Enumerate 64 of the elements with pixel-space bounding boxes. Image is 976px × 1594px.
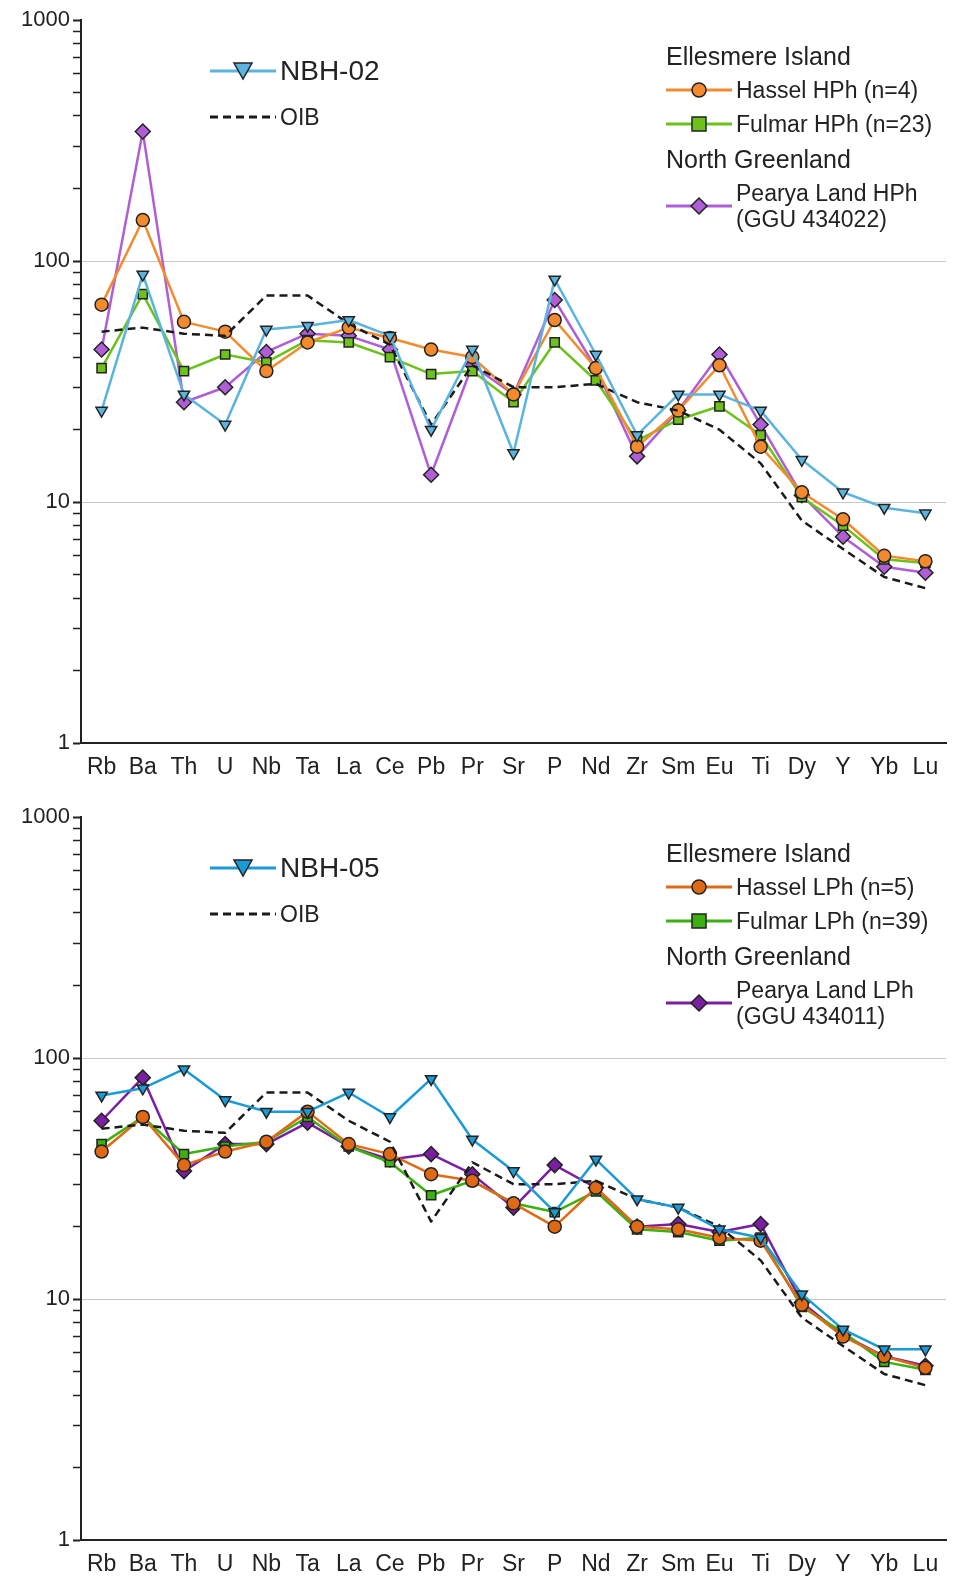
- x-tick-label: P: [547, 1549, 563, 1576]
- x-tick-label: La: [335, 752, 362, 779]
- x-tick-label: Ba: [128, 1549, 158, 1576]
- legend-label: OIB: [280, 901, 320, 927]
- x-tick-label: Pr: [460, 1549, 485, 1576]
- x-tick-label: Yb: [870, 1549, 899, 1576]
- legend-label: Pearya Land LPh (GGU 434011): [736, 977, 915, 1029]
- legend-label: Fulmar LPh (n=39): [736, 908, 929, 934]
- x-tick-label: Ba: [128, 752, 158, 779]
- x-tick-label: P: [547, 752, 563, 779]
- annotation: North Greenland: [666, 942, 852, 971]
- x-tick-label: Lu: [912, 752, 939, 779]
- x-tick-label: Ta: [295, 752, 320, 779]
- y-tick-label: 1000: [21, 6, 70, 32]
- x-tick-label: Pb: [417, 1549, 446, 1576]
- annotation: North Greenland: [666, 145, 852, 174]
- x-tick-label: Ce: [375, 1549, 405, 1576]
- x-tick-label: Th: [170, 752, 198, 779]
- x-tick-label: Rb: [86, 752, 117, 779]
- legend-label: Hassel LPh (n=5): [736, 874, 915, 900]
- x-tick-label: Y: [835, 1549, 851, 1576]
- x-tick-label: Sr: [502, 752, 526, 779]
- annotation: Ellesmere Island: [666, 839, 852, 868]
- legend-label: Hassel HPh (n=4): [736, 77, 919, 103]
- legend-label: Pearya Land HPh (GGU 434022): [736, 180, 919, 232]
- x-tick-label: Ti: [751, 1549, 770, 1576]
- x-tick-label: U: [216, 1549, 234, 1576]
- annotation: Ellesmere Island: [666, 42, 852, 71]
- x-tick-label: Sr: [502, 1549, 526, 1576]
- x-tick-label: Nd: [581, 752, 611, 779]
- x-tick-label: Eu: [705, 1549, 734, 1576]
- x-tick-label: Pb: [417, 752, 446, 779]
- x-tick-label: Dy: [787, 752, 817, 779]
- x-tick-label: Ta: [295, 1549, 320, 1576]
- y-tick-label: 10: [45, 488, 70, 514]
- legend-label: OIB: [280, 104, 320, 130]
- x-tick-label: Yb: [870, 752, 899, 779]
- y-tick-label: 1: [57, 1526, 70, 1552]
- x-tick-label: Sm: [661, 752, 696, 779]
- y-tick-label: 1: [57, 729, 70, 755]
- x-tick-label: Eu: [705, 752, 734, 779]
- legend-label: Fulmar HPh (n=23): [736, 111, 933, 137]
- x-tick-label: Rb: [86, 1549, 117, 1576]
- x-tick-label: Ti: [751, 752, 770, 779]
- x-tick-label: Nb: [251, 752, 282, 779]
- legend-label: NBH-05: [280, 852, 380, 883]
- x-tick-label: Dy: [787, 1549, 817, 1576]
- y-tick-label: 1000: [21, 803, 70, 829]
- x-tick-label: Zr: [626, 752, 649, 779]
- x-tick-label: Sm: [661, 1549, 696, 1576]
- x-tick-label: Pr: [460, 752, 485, 779]
- x-tick-label: Nd: [581, 1549, 611, 1576]
- x-tick-label: Y: [835, 752, 851, 779]
- x-tick-label: La: [335, 1549, 362, 1576]
- x-tick-label: U: [216, 752, 234, 779]
- x-tick-label: Zr: [626, 1549, 649, 1576]
- y-tick-label: 100: [33, 247, 70, 273]
- legend-label: NBH-02: [280, 55, 380, 86]
- y-tick-label: 100: [33, 1044, 70, 1070]
- y-tick-label: 10: [45, 1285, 70, 1311]
- x-tick-label: Lu: [912, 1549, 939, 1576]
- x-tick-label: Nb: [251, 1549, 282, 1576]
- x-tick-label: Ce: [375, 752, 405, 779]
- x-tick-label: Th: [170, 1549, 198, 1576]
